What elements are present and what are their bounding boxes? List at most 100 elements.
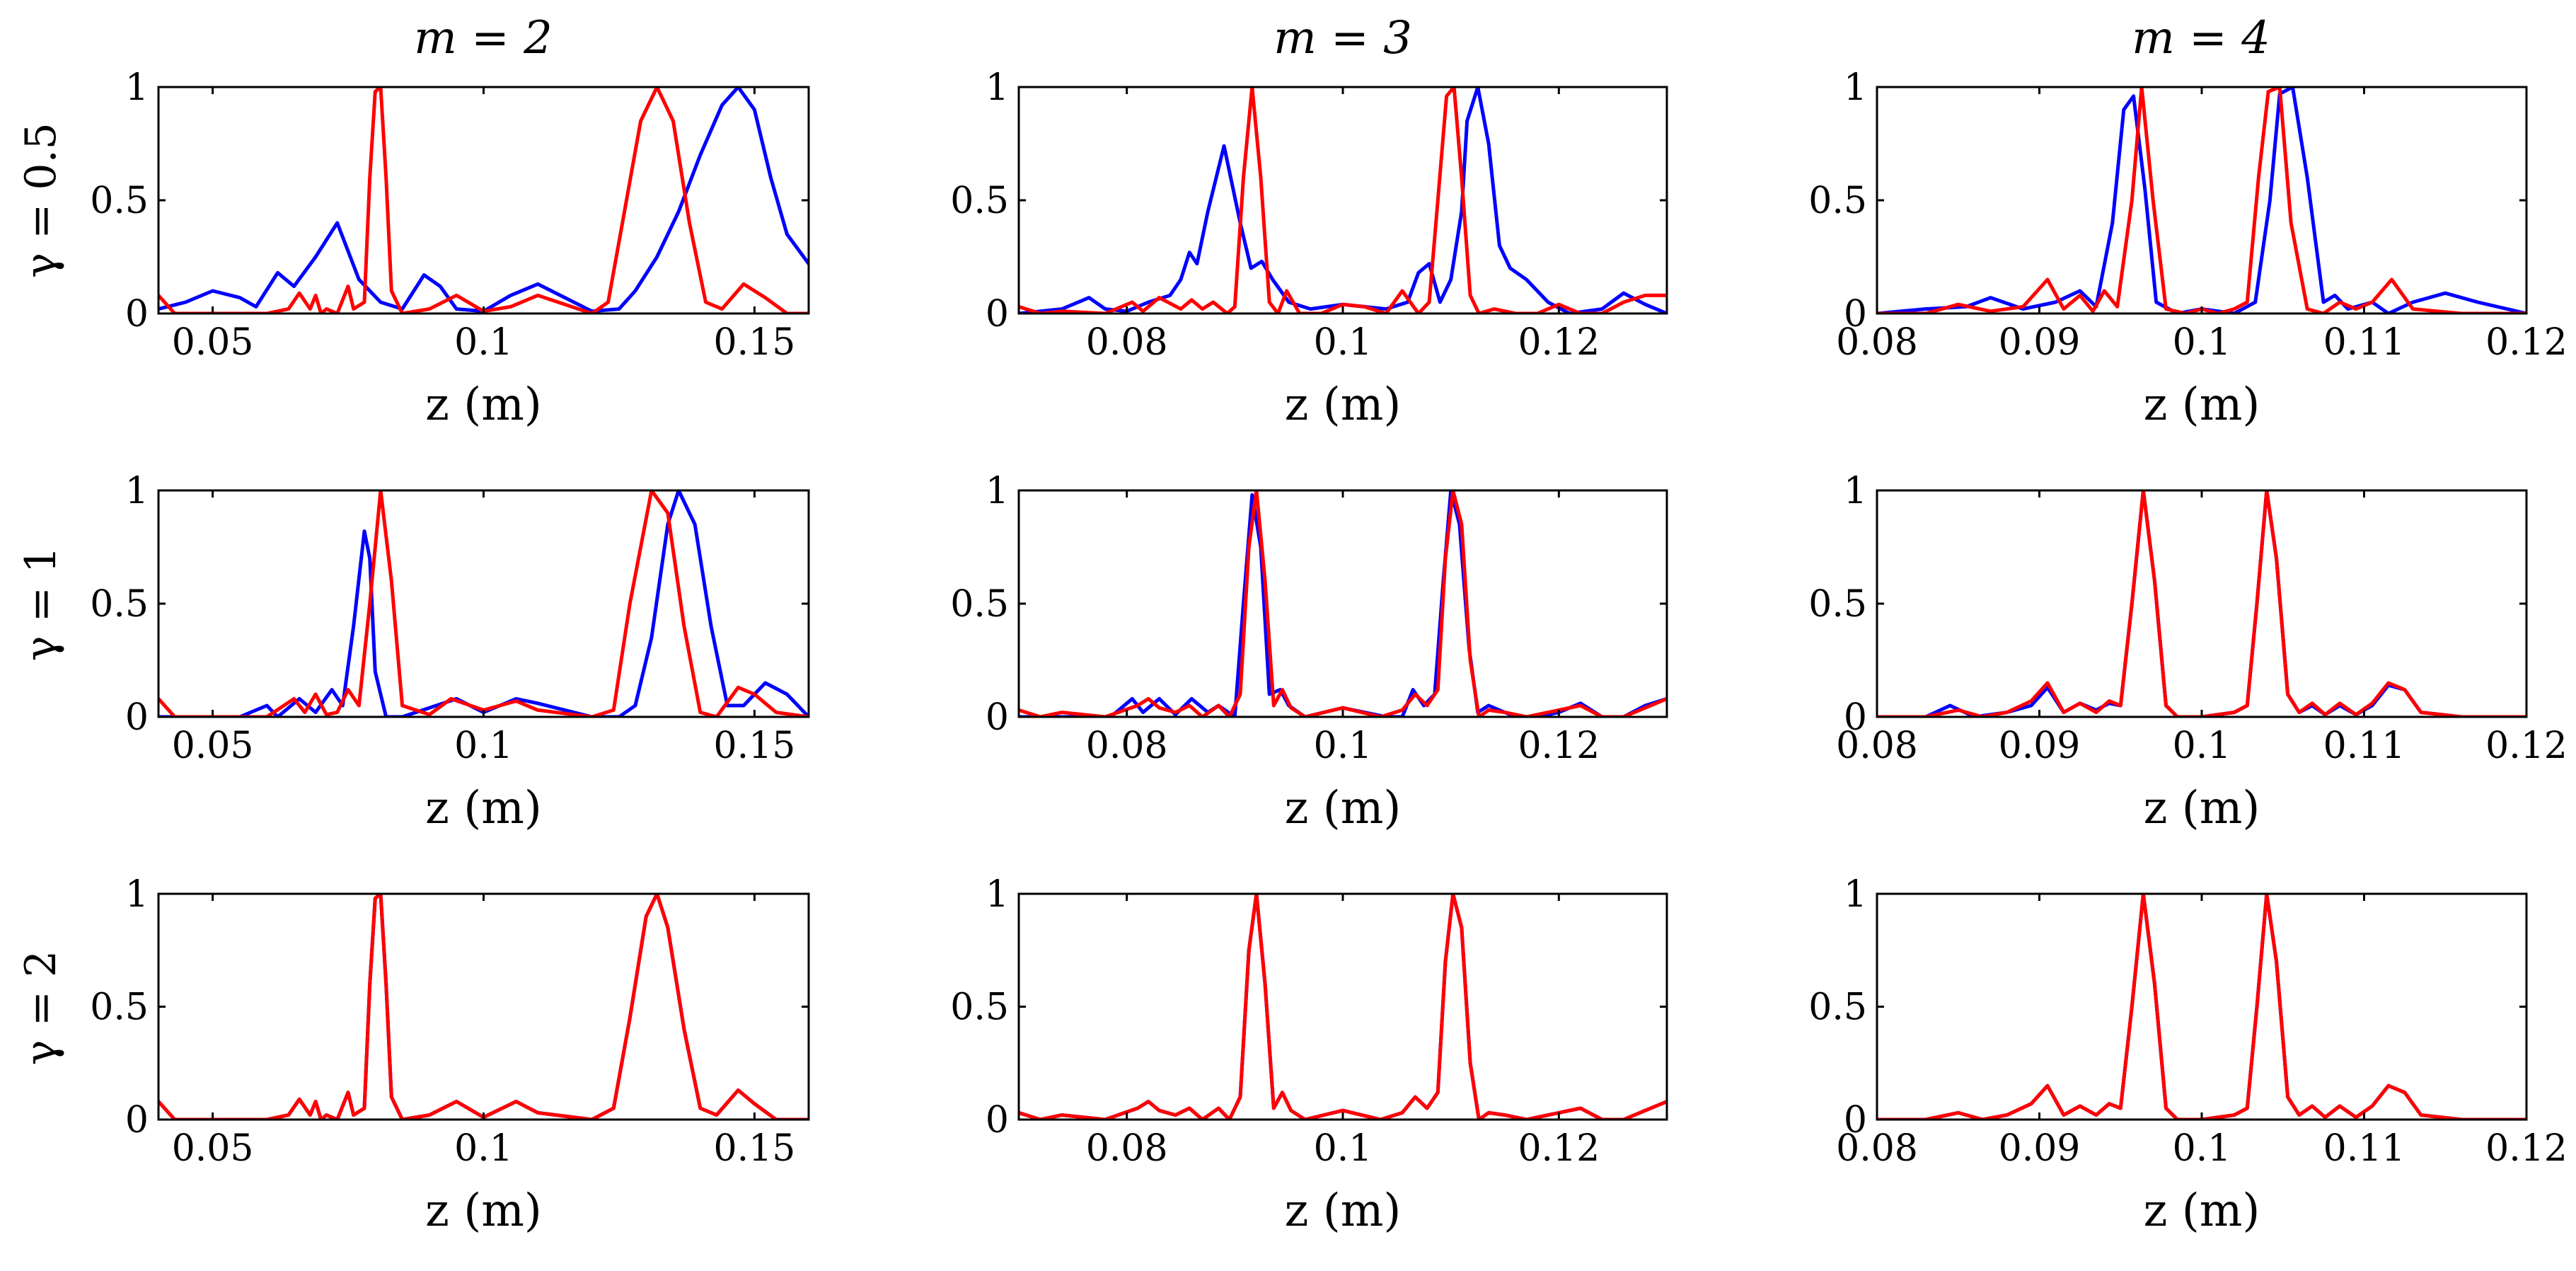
- x-axis-label: z (m): [425, 782, 542, 834]
- x-tick-label: 0.12: [2485, 725, 2568, 767]
- x-tick-label: 0.05: [172, 725, 254, 767]
- x-tick-label: 0.05: [172, 321, 254, 364]
- panel-r0-c2: 0.08 0.09 0.1 0.11 0.12 0 0.5 1 z (m): [1808, 67, 2568, 431]
- y-tick-label: 0.5: [950, 987, 1009, 1029]
- x-axis-label: z (m): [1285, 379, 1402, 431]
- panel-r1-c1: 0.08 0.1 0.12 0 0.5 1 z (m): [950, 470, 1668, 834]
- series-line-blue: [1877, 87, 2526, 314]
- x-tick-label: 0.09: [1999, 725, 2081, 767]
- x-tick-label: 0.08: [1086, 725, 1168, 767]
- axes-frame: [1017, 489, 1668, 718]
- x-axis-label: z (m): [2144, 782, 2260, 834]
- x-axis-label: z (m): [2144, 1185, 2260, 1237]
- x-tick-label: 0.15: [714, 1127, 796, 1170]
- x-tick-label: 0.08: [1086, 1127, 1168, 1170]
- column-title-m4: m = 4: [2132, 12, 2270, 64]
- x-tick-label: 0.11: [2323, 725, 2405, 767]
- row-label-gamma-1: γ = 1: [16, 546, 66, 661]
- x-tick-label: 0.15: [714, 725, 796, 767]
- y-tick-label: 1: [986, 67, 1009, 109]
- x-axis-label: z (m): [425, 379, 542, 431]
- panel-r0-c0: 0.05 0.1 0.15 0 0.5 1 z (m): [90, 67, 810, 431]
- series-line-red: [1019, 490, 1667, 717]
- axes-frame: [1017, 86, 1668, 315]
- column-title-m2: m = 2: [414, 12, 553, 64]
- y-tick-label: 0.5: [90, 180, 149, 222]
- series-line-blue: [158, 87, 809, 314]
- y-tick-label: 0: [986, 696, 1009, 739]
- series-line-red: [1019, 894, 1667, 1120]
- x-tick-label: 0.1: [454, 1127, 513, 1170]
- x-tick-label: 0.15: [714, 321, 796, 364]
- row-labels: γ = 0.5 γ = 1 γ = 2: [16, 122, 66, 1065]
- y-tick-label: 1: [986, 873, 1009, 916]
- panel-r1-c0: 0.05 0.1 0.15 0 0.5 1 z (m): [90, 470, 810, 834]
- x-tick-label: 0.1: [1314, 321, 1373, 364]
- series-line-blue: [1877, 490, 2526, 717]
- x-tick-label: 0.09: [1999, 1127, 2081, 1170]
- x-tick-label: 0.08: [1836, 321, 1918, 364]
- series-line-red: [1877, 87, 2526, 314]
- y-tick-label: 0.5: [90, 583, 149, 626]
- series-line-red: [158, 894, 809, 1120]
- x-tick-label: 0.08: [1836, 1127, 1918, 1170]
- panels: 0.05 0.1 0.15 0 0.5 1 z (m) 0.08 0.1 0.12 0 0.5 1 z (…: [90, 67, 2568, 1237]
- x-tick-label: 0.1: [1314, 725, 1373, 767]
- y-tick-label: 1: [1844, 470, 1867, 512]
- panel-r1-c2: 0.08 0.09 0.1 0.11 0.12 0 0.5 1 z (m): [1808, 470, 2568, 834]
- axes-frame: [1876, 489, 2528, 718]
- row-label-gamma-2: γ = 2: [16, 950, 66, 1065]
- x-tick-label: 0.1: [1314, 1127, 1373, 1170]
- x-tick-label: 0.12: [1518, 725, 1600, 767]
- series-line-blue: [1019, 894, 1667, 1120]
- x-tick-label: 0.12: [1518, 1127, 1600, 1170]
- x-tick-label: 0.1: [454, 725, 513, 767]
- series-line-red: [158, 490, 809, 717]
- series-line-red: [158, 87, 809, 314]
- x-tick-label: 0.05: [172, 1127, 254, 1170]
- x-tick-label: 0.11: [2323, 1127, 2405, 1170]
- series-line-blue: [158, 490, 809, 717]
- x-tick-label: 0.1: [2173, 321, 2231, 364]
- x-tick-label: 0.12: [2485, 321, 2568, 364]
- x-tick-label: 0.1: [454, 321, 513, 364]
- axes-frame: [157, 489, 810, 718]
- y-tick-label: 1: [1844, 873, 1867, 916]
- y-tick-label: 1: [125, 67, 149, 109]
- y-tick-label: 0.5: [1808, 583, 1867, 626]
- panel-r2-c1: 0.08 0.1 0.12 0 0.5 1 z (m): [950, 873, 1668, 1237]
- y-tick-label: 1: [125, 873, 149, 916]
- x-axis-label: z (m): [425, 1185, 542, 1237]
- series-line-red: [1877, 894, 2526, 1120]
- column-title-m3: m = 3: [1273, 12, 1412, 64]
- y-tick-label: 0: [986, 1099, 1009, 1141]
- y-tick-label: 0: [125, 1099, 149, 1141]
- y-tick-label: 0: [125, 696, 149, 739]
- x-tick-label: 0.12: [1518, 321, 1600, 364]
- y-tick-label: 0: [1844, 293, 1867, 335]
- series-line-blue: [1019, 490, 1667, 717]
- axes-frame: [1876, 892, 2528, 1121]
- row-label-gamma-0.5: γ = 0.5: [16, 122, 66, 278]
- y-tick-label: 0.5: [950, 583, 1009, 626]
- axes-frame: [157, 86, 810, 315]
- panel-r2-c0: 0.05 0.1 0.15 0 0.5 1 z (m): [90, 873, 810, 1237]
- y-tick-label: 0.5: [90, 987, 149, 1029]
- series-line-red: [1019, 87, 1667, 314]
- series-line-blue: [1877, 894, 2526, 1120]
- axes-frame: [1876, 86, 2528, 315]
- y-tick-label: 0.5: [1808, 987, 1867, 1029]
- axes-frame: [157, 892, 810, 1121]
- axes-frame: [1017, 892, 1668, 1121]
- x-tick-label: 0.12: [2485, 1127, 2568, 1170]
- panel-r0-c1: 0.08 0.1 0.12 0 0.5 1 z (m): [950, 67, 1668, 431]
- y-tick-label: 1: [125, 470, 149, 512]
- series-line-blue: [158, 894, 809, 1120]
- panel-r2-c2: 0.08 0.09 0.1 0.11 0.12 0 0.5 1 z (m): [1808, 873, 2568, 1237]
- y-tick-label: 0.5: [950, 180, 1009, 222]
- y-tick-label: 0.5: [1808, 180, 1867, 222]
- y-tick-label: 0: [125, 293, 149, 335]
- x-tick-label: 0.11: [2323, 321, 2405, 364]
- column-titles: m = 2 m = 3 m = 4: [414, 12, 2270, 64]
